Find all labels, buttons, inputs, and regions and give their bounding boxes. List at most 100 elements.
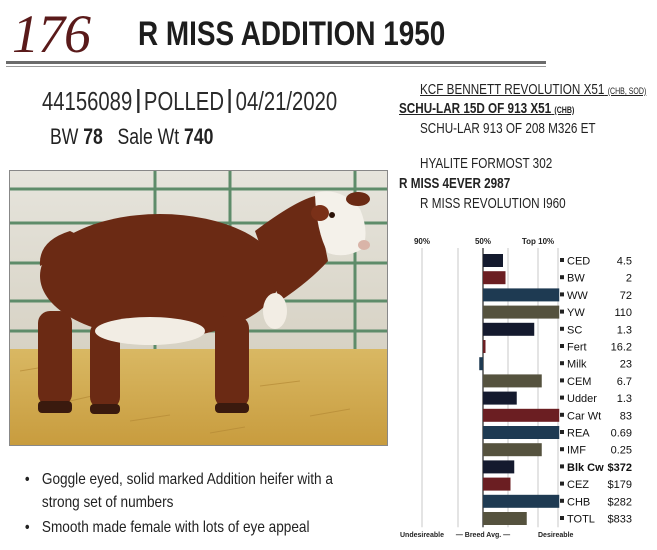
bullet-dot: • bbox=[24, 471, 30, 488]
sale-wt-value: 740 bbox=[184, 124, 214, 149]
row-marker bbox=[560, 258, 564, 262]
sale-wt-label: Sale Wt bbox=[117, 124, 180, 149]
row-marker bbox=[560, 275, 564, 280]
row-marker bbox=[560, 447, 564, 452]
epd-bar bbox=[483, 340, 486, 353]
trait-label: REA bbox=[567, 428, 590, 440]
bullet-item: • Smooth made female with lots of eye ap… bbox=[25, 516, 310, 539]
row-marker bbox=[560, 516, 564, 520]
weights-line: BW 78 Sale Wt 740 bbox=[50, 124, 213, 150]
trait-value: 4.5 bbox=[617, 256, 632, 268]
lot-number: 176 bbox=[12, 4, 91, 64]
trait-label: CED bbox=[567, 256, 590, 268]
epd-bar bbox=[483, 374, 542, 388]
trait-value: 83 bbox=[620, 410, 632, 422]
pedigree-sire: SCHU-LAR 15D OF 913 X51 (CHB) bbox=[399, 100, 574, 119]
bullet-text: strong set of numbers bbox=[41, 494, 174, 511]
epd-bar bbox=[483, 254, 503, 267]
trait-value: 110 bbox=[614, 307, 632, 319]
polled-status: POLLED bbox=[143, 86, 224, 116]
trait-value: 72 bbox=[620, 290, 632, 302]
epd-bar bbox=[483, 443, 542, 457]
lot-name: R MISS ADDITION 1950 bbox=[138, 15, 446, 53]
row-marker bbox=[560, 344, 564, 348]
trait-label: CEZ bbox=[567, 479, 589, 491]
epd-bar bbox=[483, 494, 560, 508]
row-marker bbox=[560, 378, 564, 383]
row-marker bbox=[560, 292, 564, 297]
pedigree-dam-dam: R MISS REVOLUTION I960 bbox=[420, 195, 566, 212]
bullet-text: Smooth made female with lots of eye appe… bbox=[41, 519, 310, 536]
trait-value: $833 bbox=[608, 514, 632, 526]
trait-label: SC bbox=[567, 324, 582, 336]
epd-bar bbox=[483, 408, 560, 422]
sire-name: SCHU-LAR 15D OF 913 X51 bbox=[399, 100, 552, 117]
epd-bar bbox=[479, 357, 483, 371]
percentile-label: 90% bbox=[414, 237, 430, 246]
pedigree-sire-dam: SCHU-LAR 913 OF 208 M326 ET bbox=[420, 120, 596, 137]
trait-value: $372 bbox=[608, 462, 632, 474]
epd-bar bbox=[483, 426, 560, 439]
trait-value: 1.3 bbox=[617, 324, 632, 336]
epd-bar bbox=[483, 271, 506, 285]
trait-label: Udder bbox=[567, 393, 597, 405]
trait-value: 2 bbox=[626, 273, 632, 285]
trait-label: YW bbox=[567, 307, 585, 319]
epd-bar bbox=[483, 512, 527, 525]
bullet-text: Goggle eyed, solid marked Addition heife… bbox=[41, 471, 333, 488]
row-marker bbox=[560, 326, 564, 331]
trait-label: BW bbox=[567, 273, 585, 285]
trait-label: CEM bbox=[567, 376, 591, 388]
percentile-label: Top 10% bbox=[522, 237, 554, 246]
trait-label: TOTL bbox=[567, 514, 595, 526]
epd-bar bbox=[483, 288, 560, 302]
trait-value: 23 bbox=[620, 359, 632, 371]
row-marker bbox=[560, 395, 564, 400]
bw-value: 78 bbox=[83, 124, 103, 149]
trait-value: $282 bbox=[608, 496, 632, 508]
bullet-dot: • bbox=[24, 519, 30, 536]
row-marker bbox=[560, 430, 564, 434]
bullet-continuation: strong set of numbers bbox=[30, 491, 174, 514]
trait-value: 6.7 bbox=[617, 376, 632, 388]
trait-label: CHB bbox=[567, 496, 590, 508]
header-rule bbox=[6, 61, 546, 64]
row-marker bbox=[560, 309, 564, 314]
birth-date: 04/21/2020 bbox=[235, 86, 338, 116]
trait-value: 16.2 bbox=[611, 342, 632, 354]
id-line: 44156089 POLLED 04/21/2020 bbox=[42, 86, 337, 116]
trait-label: Car Wt bbox=[567, 410, 601, 422]
registration-number: 44156089 bbox=[42, 86, 133, 116]
pedigree-sire-sire: KCF BENNETT REVOLUTION X51 (CHB, SOD) bbox=[420, 81, 646, 100]
epd-bar bbox=[483, 391, 517, 405]
trait-value: $179 bbox=[608, 479, 632, 491]
header-rule-thin bbox=[6, 66, 546, 67]
separator bbox=[136, 89, 140, 113]
footer-undesirable: Undesireable bbox=[400, 532, 444, 539]
sire-note: (CHB) bbox=[554, 105, 575, 115]
trait-label: Fert bbox=[567, 342, 587, 354]
percentile-label: 50% bbox=[475, 237, 491, 246]
pedigree-dam-sire: HYALITE FORMOST 302 bbox=[420, 155, 553, 172]
epd-chart: 90% 50% Top 10% CED 4.5 BW 2 WW 72 YW 110 SC 1.3 Fert… bbox=[400, 237, 632, 539]
row-marker bbox=[560, 412, 564, 417]
trait-label: Blk Cw bbox=[567, 462, 604, 474]
row-marker bbox=[560, 481, 564, 486]
trait-value: 0.69 bbox=[611, 428, 632, 440]
row-marker bbox=[560, 361, 564, 366]
trait-label: Milk bbox=[567, 359, 587, 371]
pedigree-dam: R MISS 4EVER 2987 bbox=[399, 175, 511, 192]
trait-value: 0.25 bbox=[611, 445, 632, 457]
footer-breed-avg: — Breed Avg. — bbox=[456, 532, 510, 539]
bw-label: BW bbox=[50, 124, 79, 149]
heifer-photo bbox=[9, 170, 388, 446]
epd-bar bbox=[483, 460, 515, 474]
sire-sire-note: (CHB, SOD) bbox=[607, 86, 647, 96]
epd-bar bbox=[483, 322, 535, 336]
epd-bar bbox=[483, 305, 560, 319]
sire-sire-name: KCF BENNETT REVOLUTION X51 bbox=[420, 81, 605, 98]
trait-label: WW bbox=[567, 290, 588, 302]
row-marker bbox=[560, 498, 564, 503]
footer-desirable: Desireable bbox=[538, 532, 574, 539]
epd-bar bbox=[483, 477, 511, 491]
